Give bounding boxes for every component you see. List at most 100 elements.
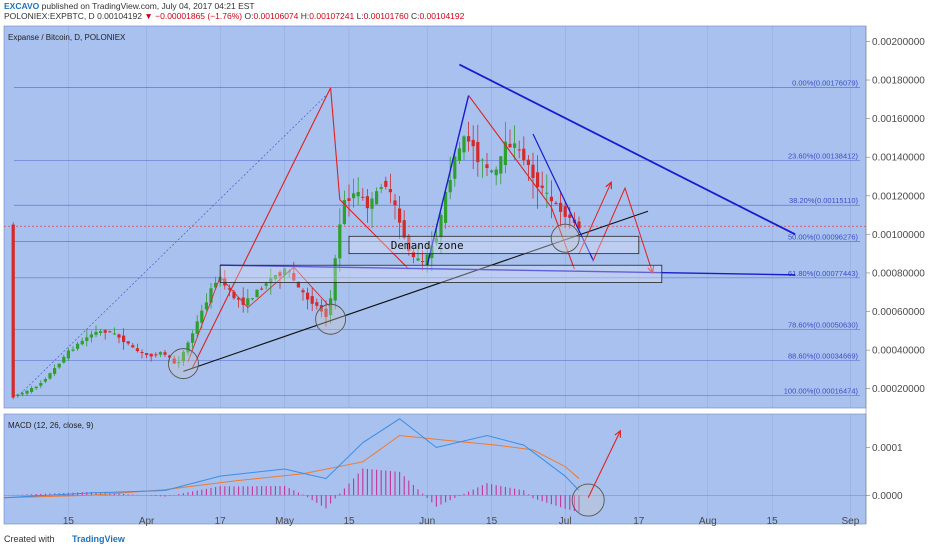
projection-arrow-zigzag <box>592 186 654 274</box>
candle-body <box>108 331 112 333</box>
fib-level-label: 38.20%(0.00115110) <box>789 196 858 205</box>
candle-body <box>430 245 434 259</box>
macd-y-tick-label: 0.0000 <box>872 491 903 502</box>
candle-body <box>135 348 139 352</box>
candle-body <box>43 379 47 382</box>
candle-body <box>499 156 503 174</box>
price-change: ▼ −0.00001865 (−1.76%) <box>144 11 243 21</box>
red-decline-line <box>468 95 575 270</box>
candle-body <box>333 258 337 301</box>
x-tick-label: 17 <box>215 516 227 527</box>
candle-body <box>117 334 121 338</box>
demand-zone-box <box>348 235 640 255</box>
fib-level-label: 78.60%(0.00050630) <box>788 321 859 330</box>
candle-body <box>526 159 530 166</box>
author-name[interactable]: EXCAVO <box>4 1 40 11</box>
x-tick-label: Apr <box>139 516 155 527</box>
candle-body <box>522 148 526 161</box>
candle-body <box>241 297 245 305</box>
y-tick-label: 0.00040000 <box>872 346 925 357</box>
candle-body <box>172 358 176 364</box>
chart-header: EXCAVO published on TradingView.com, Jul… <box>0 0 932 22</box>
x-tick-label: 15 <box>767 516 779 527</box>
y-tick-label: 0.00120000 <box>872 191 925 202</box>
candle-body <box>66 350 70 359</box>
candle-body <box>112 333 116 335</box>
candle-body <box>356 192 360 197</box>
candle-body <box>462 136 466 153</box>
candle-body <box>103 330 107 333</box>
open-value: 0.00106074 <box>253 11 299 21</box>
high-label: H: <box>300 11 310 21</box>
blue-horizontal-support <box>220 264 796 276</box>
candle-body <box>204 302 208 310</box>
y-tick-label: 0.00180000 <box>872 76 925 87</box>
candle-body <box>384 180 388 187</box>
candle-body <box>540 185 544 188</box>
candle-body <box>99 331 103 333</box>
candle-body <box>319 305 323 312</box>
candle-body <box>554 202 558 205</box>
candle-body <box>549 196 553 202</box>
fib-level-label: 50.00%(0.00096276) <box>788 233 859 242</box>
candle-body <box>191 333 195 343</box>
candle-body <box>149 353 153 357</box>
black-trendline <box>183 210 649 372</box>
candle-body <box>278 272 282 277</box>
candle-body <box>34 386 38 389</box>
y-tick-label: 0.00140000 <box>872 153 925 164</box>
red-harmonic-pattern <box>187 266 331 362</box>
arrowhead <box>647 265 655 275</box>
candle-body <box>513 143 517 148</box>
candle-body <box>16 394 20 396</box>
y-tick-label: 0.00060000 <box>872 307 925 318</box>
candle-body <box>329 298 333 316</box>
high-value: 0.00107241 <box>309 11 355 21</box>
candle-body <box>365 196 369 209</box>
y-tick-label: 0.00200000 <box>872 37 925 48</box>
candle-body <box>310 296 314 304</box>
candle-body <box>163 352 167 355</box>
candle-body <box>177 362 181 364</box>
candle-body <box>296 281 300 288</box>
close-value: 0.00104192 <box>419 11 465 21</box>
candle-body <box>517 149 521 151</box>
candle-body <box>347 198 351 201</box>
candle-body <box>448 180 452 193</box>
candle-body <box>145 353 149 355</box>
candle-body <box>181 351 185 362</box>
candle-body <box>407 235 411 251</box>
candle-body <box>338 224 342 259</box>
macd-highlight-circle <box>571 483 605 517</box>
highlight-circle <box>315 303 347 335</box>
candle-body <box>563 206 567 217</box>
candle-body <box>416 258 420 261</box>
tradingview-logo[interactable]: TradingView <box>72 534 125 544</box>
candle-body <box>375 191 379 205</box>
chart-canvas[interactable]: 0.00%(0.00176079) 23.60%(0.00138412) 38.20… <box>0 22 932 530</box>
axes: 15 Apr 17 May 15 Jun 15 Jul 17 Aug 15 Sep 0.00200000… <box>63 26 925 527</box>
candle-body <box>402 220 406 239</box>
y-tick-label: 0.00100000 <box>872 230 925 241</box>
candle-body <box>209 288 213 303</box>
candle-body <box>283 268 287 276</box>
fib-level-label: 61.80%(0.00077443) <box>788 269 859 278</box>
candle-body <box>200 310 204 323</box>
last-price: 0.00104192 <box>97 11 142 21</box>
candle-body <box>154 354 158 356</box>
candle-body <box>342 200 346 225</box>
open-label: O: <box>244 11 254 21</box>
candle-body <box>421 261 425 263</box>
fib-level-label: 0.00%(0.00176079) <box>792 79 858 88</box>
candle-body <box>425 254 429 266</box>
candle-body <box>237 297 241 300</box>
candle-body <box>398 208 402 223</box>
candle-body <box>53 368 57 374</box>
candle-body <box>352 193 356 199</box>
candle-body <box>168 355 172 358</box>
candle-body <box>140 352 144 354</box>
drawings: Demand zone <box>17 63 796 397</box>
red-impulse-line <box>192 87 332 368</box>
symbol-label: POLONIEX:EXPBTC, D <box>4 11 95 21</box>
candle-body <box>379 187 383 189</box>
